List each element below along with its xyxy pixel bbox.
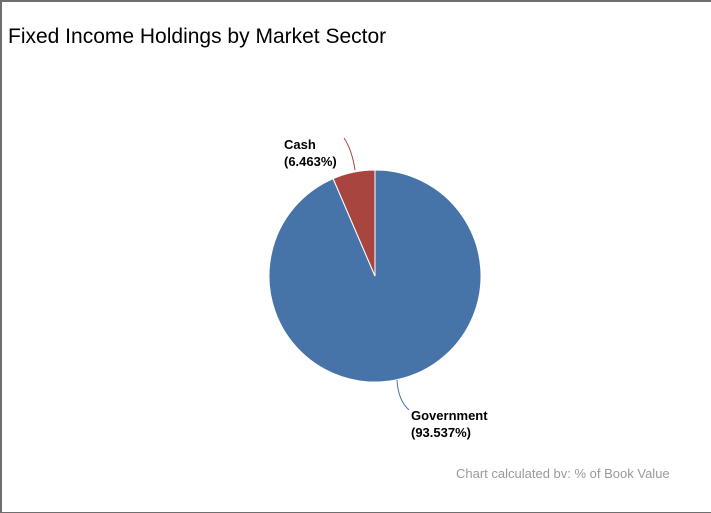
pie-slice-cash[interactable] [332,169,376,277]
chart-title: Fixed Income Holdings by Market Sector [8,25,387,48]
pie-slices [268,169,482,383]
cash-label: Cash [284,137,316,152]
government-value-label: (93.537%) [411,425,471,440]
cash-value-label: (6.463%) [284,154,337,169]
government-label: Government [411,408,488,423]
chart-footnote: Chart calculated bv: % of Book Value [456,466,670,481]
government-connector-line [396,379,410,411]
cash-connector-line [343,137,356,171]
